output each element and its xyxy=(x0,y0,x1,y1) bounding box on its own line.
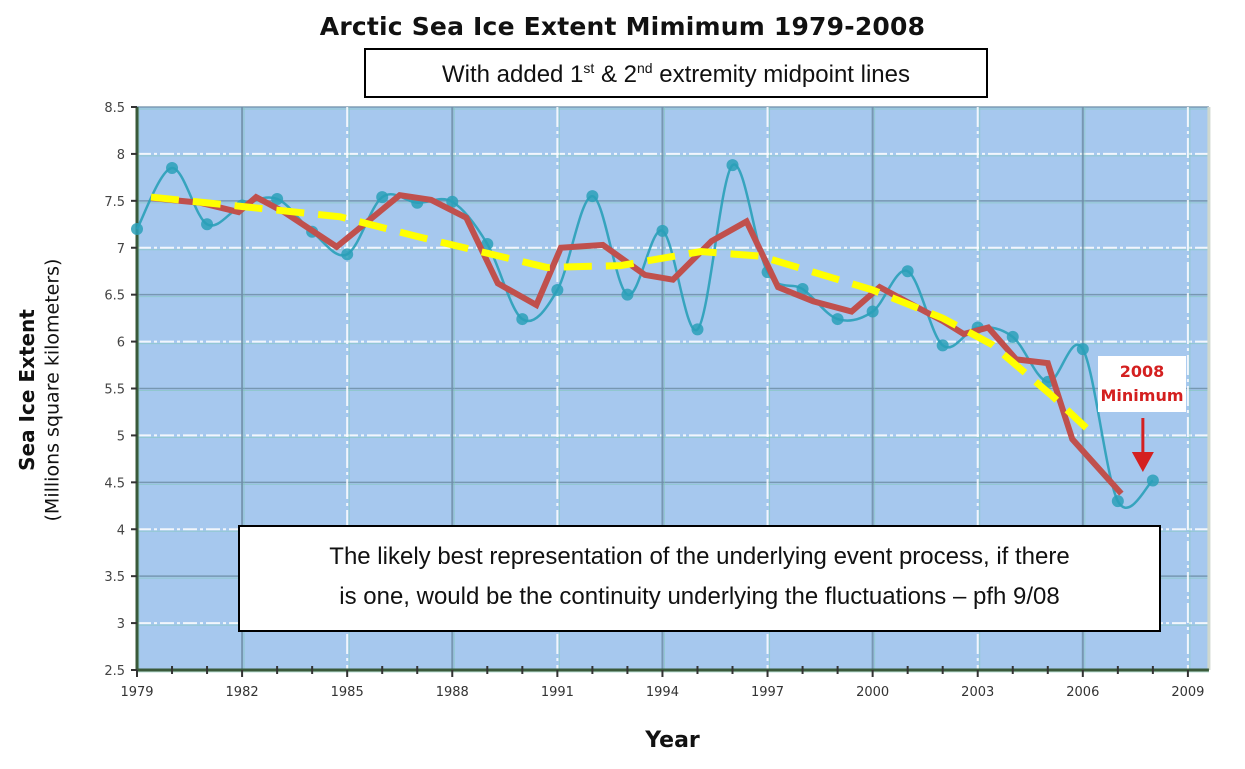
data-point xyxy=(1076,343,1089,356)
series-layer xyxy=(131,159,1159,509)
data-point xyxy=(1146,474,1159,487)
subtitle-prefix: With added 1 xyxy=(441,61,584,88)
y-tick-label: 7 xyxy=(117,242,125,257)
data-point xyxy=(656,224,669,237)
series-line-1st-midpoint xyxy=(150,192,1124,496)
data-point xyxy=(376,191,389,204)
x-tick-label: 1982 xyxy=(226,685,259,700)
data-point xyxy=(726,159,739,172)
x-tick-label: 2006 xyxy=(1066,685,1099,700)
data-point xyxy=(201,218,214,231)
data-point xyxy=(551,283,564,296)
y-tick-label: 6.5 xyxy=(104,289,125,304)
y-tick-label: 4 xyxy=(117,523,125,538)
y-tick-label: 8.5 xyxy=(104,101,125,116)
x-tick-label: 1979 xyxy=(120,685,153,700)
y-tick-label: 3 xyxy=(117,617,125,632)
y-tick-label: 7.5 xyxy=(104,195,125,210)
down-arrow-icon xyxy=(1131,418,1154,472)
data-point xyxy=(621,288,634,301)
x-tick-label: 1991 xyxy=(541,685,574,700)
series-line-2nd-midpoint xyxy=(150,193,1089,431)
data-point xyxy=(1111,495,1124,508)
x-axis-label: Year xyxy=(645,728,700,753)
y-tick-label: 2.5 xyxy=(104,664,125,679)
note-line2: is one, would be the continuity underlyi… xyxy=(339,583,1060,610)
y-axis-label: Sea Ice Extent xyxy=(15,309,39,471)
data-point xyxy=(516,313,529,326)
data-point xyxy=(446,195,459,208)
x-tick-label: 2000 xyxy=(856,685,889,700)
y-tick-label: 8 xyxy=(117,148,125,163)
data-point xyxy=(866,305,879,318)
subtitle-suffix: extremity midpoint lines xyxy=(652,61,911,88)
data-point xyxy=(341,248,354,261)
annotation-line1: 2008 xyxy=(1119,362,1165,381)
y-tick-label: 5.5 xyxy=(104,383,125,398)
y-tick-label: 5 xyxy=(117,429,125,444)
x-tick-label: 1985 xyxy=(331,685,364,700)
y-tick-labels: 2.5 3 3.5 4 4.5 5 5.5 6 6.5 7 7.5 8 8.5 xyxy=(104,101,125,679)
subtitle-middle: & 2 xyxy=(594,61,637,88)
x-tick-label: 1997 xyxy=(751,685,784,700)
data-point xyxy=(901,265,914,278)
note-line1: The likely best representation of the un… xyxy=(329,543,1070,570)
axes xyxy=(131,106,1209,677)
subtitle-sup1: st xyxy=(583,60,595,76)
y-tick-label: 6 xyxy=(117,336,125,351)
data-point xyxy=(271,192,284,205)
data-point xyxy=(131,222,143,235)
data-point xyxy=(166,161,179,174)
data-point xyxy=(1006,330,1019,343)
arrow-head xyxy=(1131,452,1154,472)
subtitle-box: With added 1st & 2nd extremity midpoint … xyxy=(364,48,988,98)
y-axis-units-label: (Millions square kilometers) xyxy=(41,258,64,522)
annotation-line2: Minimum xyxy=(1100,386,1184,405)
y-tick-label: 4.5 xyxy=(104,476,125,491)
chart-title: Arctic Sea Ice Extent Mimimum 1979-2008 xyxy=(319,12,926,41)
data-point xyxy=(691,323,704,336)
annotation-2008-minimum: 2008 Minimum xyxy=(1098,356,1186,412)
data-point xyxy=(831,313,844,326)
note-box: The likely best representation of the un… xyxy=(238,525,1161,632)
x-tick-label: 2003 xyxy=(961,685,994,700)
data-point xyxy=(481,237,494,250)
y-tick-label: 3.5 xyxy=(104,570,125,585)
data-point xyxy=(586,190,599,203)
x-tick-label: 1994 xyxy=(646,685,679,700)
x-tick-label: 2009 xyxy=(1171,685,1204,700)
subtitle-sup2: nd xyxy=(637,60,653,76)
x-tick-label: 1988 xyxy=(436,685,469,700)
data-point xyxy=(936,339,949,352)
x-tick-labels: 1979 1982 1985 1988 1991 1994 1997 2000 2003 2006… xyxy=(120,685,1204,700)
data-point xyxy=(796,283,809,296)
